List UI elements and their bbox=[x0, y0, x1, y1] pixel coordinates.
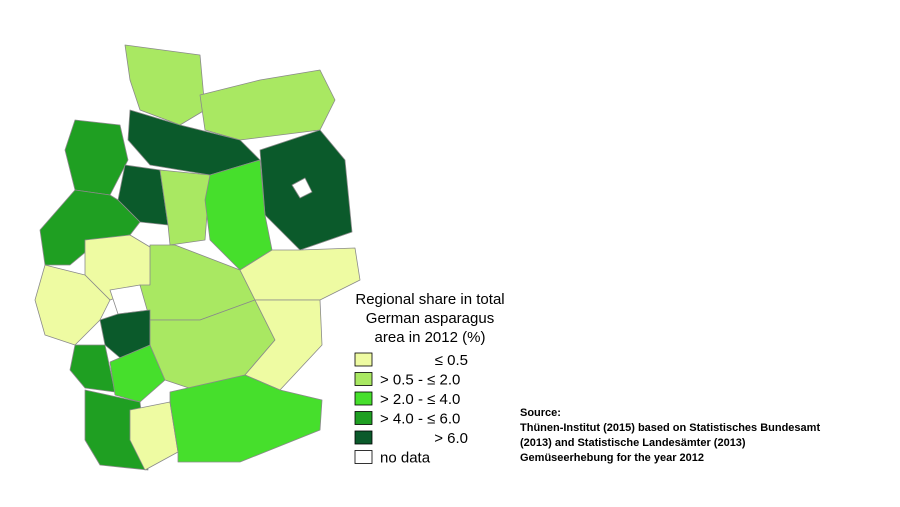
legend: Regional share in total German asparagus a… bbox=[354, 291, 505, 467]
germany-map bbox=[34, 44, 361, 471]
legend-label: > 6.0 bbox=[434, 430, 468, 447]
legend-swatch bbox=[354, 450, 373, 464]
legend-swatch bbox=[354, 352, 373, 367]
source-heading: Source: bbox=[520, 407, 561, 419]
source-line: Thünen-Institut (2015) based on Statisti… bbox=[520, 422, 820, 434]
legend-label: > 4.0 - ≤ 6.0 bbox=[380, 411, 460, 428]
region bbox=[109, 344, 166, 403]
source-note: Source: Thünen-Institut (2015) based on S… bbox=[520, 407, 820, 464]
legend-swatch bbox=[354, 430, 373, 445]
legend-title: area in 2012 (%) bbox=[375, 329, 486, 346]
region bbox=[199, 69, 336, 141]
region bbox=[64, 119, 129, 196]
region bbox=[69, 344, 116, 393]
legend-swatch bbox=[354, 391, 373, 406]
legend-label: > 2.0 - ≤ 4.0 bbox=[380, 391, 460, 408]
region bbox=[239, 247, 361, 301]
region bbox=[129, 401, 179, 471]
region bbox=[291, 177, 313, 199]
legend-label: ≤ 0.5 bbox=[435, 352, 468, 369]
legend-swatch bbox=[354, 372, 373, 386]
region bbox=[34, 264, 111, 346]
legend-label: > 0.5 - ≤ 2.0 bbox=[380, 372, 460, 389]
region bbox=[159, 169, 211, 246]
legend-title: German asparagus bbox=[366, 310, 494, 327]
legend-swatch bbox=[354, 411, 373, 425]
legend-label: no data bbox=[380, 450, 431, 467]
region bbox=[39, 189, 141, 266]
source-line: (2013) and Statistische Landesämter (201… bbox=[520, 437, 746, 449]
region bbox=[169, 374, 323, 463]
legend-title: Regional share in total bbox=[355, 291, 504, 308]
source-line: Gemüseerhebung for the year 2012 bbox=[520, 452, 704, 464]
region bbox=[117, 164, 169, 226]
